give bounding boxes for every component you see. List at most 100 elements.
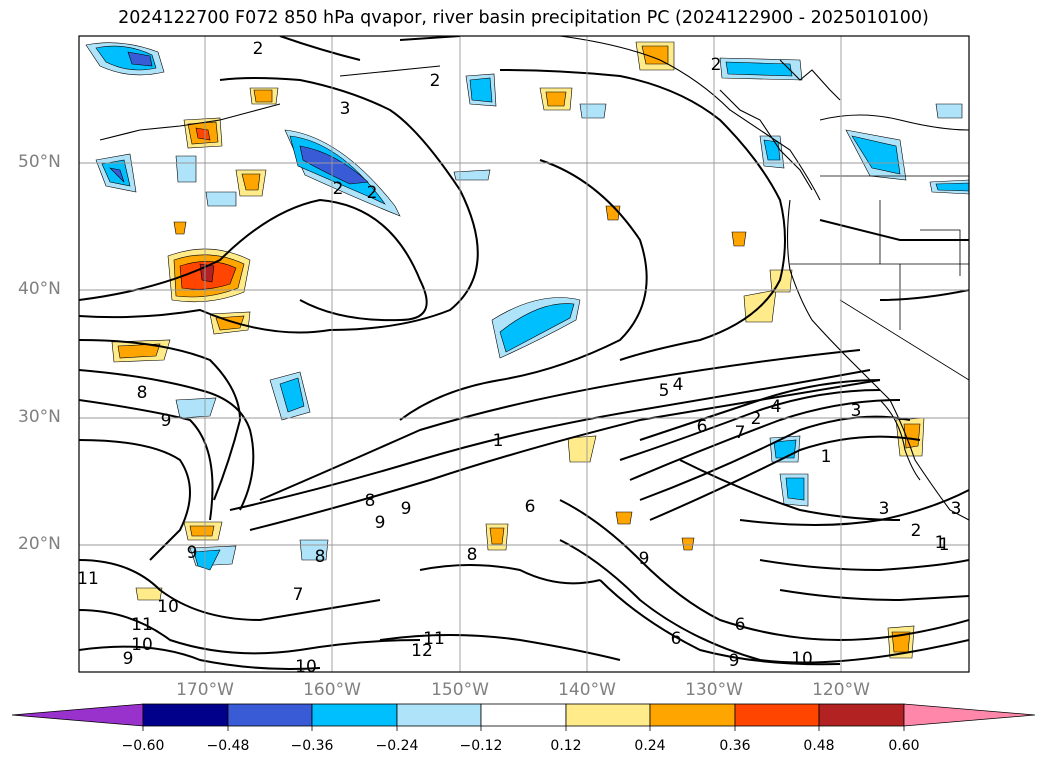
contour-label: 1	[493, 431, 504, 451]
contour-label: 4	[771, 397, 782, 417]
positive-patch	[545, 91, 567, 107]
positive-patch	[189, 525, 215, 537]
positive-patch	[681, 537, 695, 551]
contour-label: 10	[131, 635, 153, 655]
negative-patch	[453, 169, 491, 181]
colorbar-segment	[480, 703, 567, 727]
lon-label-160w: 160°W	[303, 680, 361, 700]
contour-label: 2	[911, 521, 922, 541]
negative-patch	[773, 439, 797, 459]
colorbar-tick: −0.48	[206, 738, 250, 754]
colorbar-tick: −0.60	[121, 738, 165, 754]
contour-label: 6	[525, 497, 536, 517]
contour-label: 3	[951, 499, 962, 519]
lon-label-120w: 120°W	[812, 680, 870, 700]
positive-patch	[731, 231, 747, 247]
contour-label: 6	[671, 629, 682, 649]
positive-patch	[489, 527, 505, 545]
lon-label-130w: 130°W	[685, 680, 743, 700]
coastlines	[99, 36, 969, 521]
contour-label: 10	[157, 597, 179, 617]
contour-label: 9	[729, 651, 740, 671]
contour-label: 10	[791, 649, 813, 669]
colorbar-segment	[311, 703, 398, 727]
contour-label: 6	[697, 417, 708, 437]
contour-label: 5	[659, 381, 670, 401]
contour-label: 2	[367, 183, 378, 203]
colorbar-tick: 0.24	[634, 738, 666, 754]
negative-patch	[763, 139, 781, 161]
lat-label-30n: 30°N	[18, 407, 61, 427]
colorbar-extend-high	[903, 703, 1036, 727]
colorbar-tick: 0.12	[550, 738, 582, 754]
colorbar-segment	[565, 703, 651, 727]
map-title: 2024122700 F072 850 hPa qvapor, river ba…	[118, 8, 929, 28]
positive-patch	[615, 511, 633, 525]
contour-label: 2	[253, 39, 264, 59]
shaded-patches	[85, 41, 969, 659]
positive-patch	[135, 587, 163, 601]
colorbar-tick: 0.48	[803, 738, 835, 754]
contour-label: 9	[639, 549, 650, 569]
contour-label: 10	[295, 657, 317, 677]
negative-patch	[935, 182, 969, 192]
lat-label-40n: 40°N	[18, 279, 61, 299]
negative-patch	[299, 145, 369, 185]
negative-patch	[127, 51, 153, 67]
lon-label-150w: 150°W	[431, 680, 489, 700]
contour-label: 8	[137, 383, 148, 403]
contour-label: 6	[735, 615, 746, 635]
negative-patch	[205, 191, 237, 207]
contour-label: 2	[333, 179, 344, 199]
contour-label: 1	[935, 533, 946, 553]
contour-label: 8	[315, 547, 326, 567]
contour-label: 4	[673, 375, 684, 395]
contour-label: 1	[939, 535, 950, 555]
lon-label-170w: 170°W	[176, 680, 234, 700]
contour-label: 8	[467, 545, 478, 565]
map-frame	[78, 35, 970, 673]
political-borders	[790, 175, 969, 381]
colorbar-segment	[227, 703, 313, 727]
positive-patch	[195, 127, 211, 141]
contour-label: 11	[131, 615, 153, 635]
negative-patch	[579, 103, 607, 119]
colorbar-tick: 0.60	[888, 738, 920, 754]
colorbar-segment	[142, 703, 229, 727]
negative-patch	[175, 155, 197, 183]
contour-label: 9	[161, 411, 172, 431]
colorbar-segment	[734, 703, 820, 727]
negative-patch	[785, 477, 805, 501]
contour-labels: 2 2 3 2 2 2 4 5 1 7 6 2 4 3 1 1 8 9 8 9 …	[77, 39, 962, 677]
colorbar-tick: −0.12	[459, 738, 503, 754]
colorbar-tick: −0.24	[375, 738, 419, 754]
contour-label: 3	[851, 401, 862, 421]
gridlines	[79, 36, 969, 672]
contour-label: 11	[77, 569, 99, 589]
negative-patch	[109, 167, 125, 183]
colorbar	[11, 703, 1036, 731]
negative-patch	[193, 549, 221, 571]
contour-label: 9	[375, 513, 386, 533]
colorbar-tick: 0.36	[719, 738, 751, 754]
lon-label-140w: 140°W	[558, 680, 616, 700]
negative-patch	[279, 377, 305, 413]
colorbar-tick: −0.36	[290, 738, 334, 754]
negative-patch	[725, 61, 793, 77]
contour-label: 9	[401, 499, 412, 519]
positive-patch	[241, 173, 261, 191]
negative-patch	[851, 135, 901, 175]
positive-patch	[253, 89, 273, 103]
contour-label: 7	[293, 585, 304, 605]
contour-label: 11	[423, 629, 445, 649]
negative-patch	[935, 103, 963, 119]
contour-label: 7	[735, 423, 746, 443]
negative-patch	[499, 303, 575, 353]
contour-label: 2	[711, 55, 722, 75]
lat-label-50n: 50°N	[18, 152, 61, 172]
contour-label: 12	[411, 641, 433, 661]
contour-lines	[79, 36, 969, 670]
contour-label: 1	[821, 447, 832, 467]
contour-label: 3	[879, 499, 890, 519]
